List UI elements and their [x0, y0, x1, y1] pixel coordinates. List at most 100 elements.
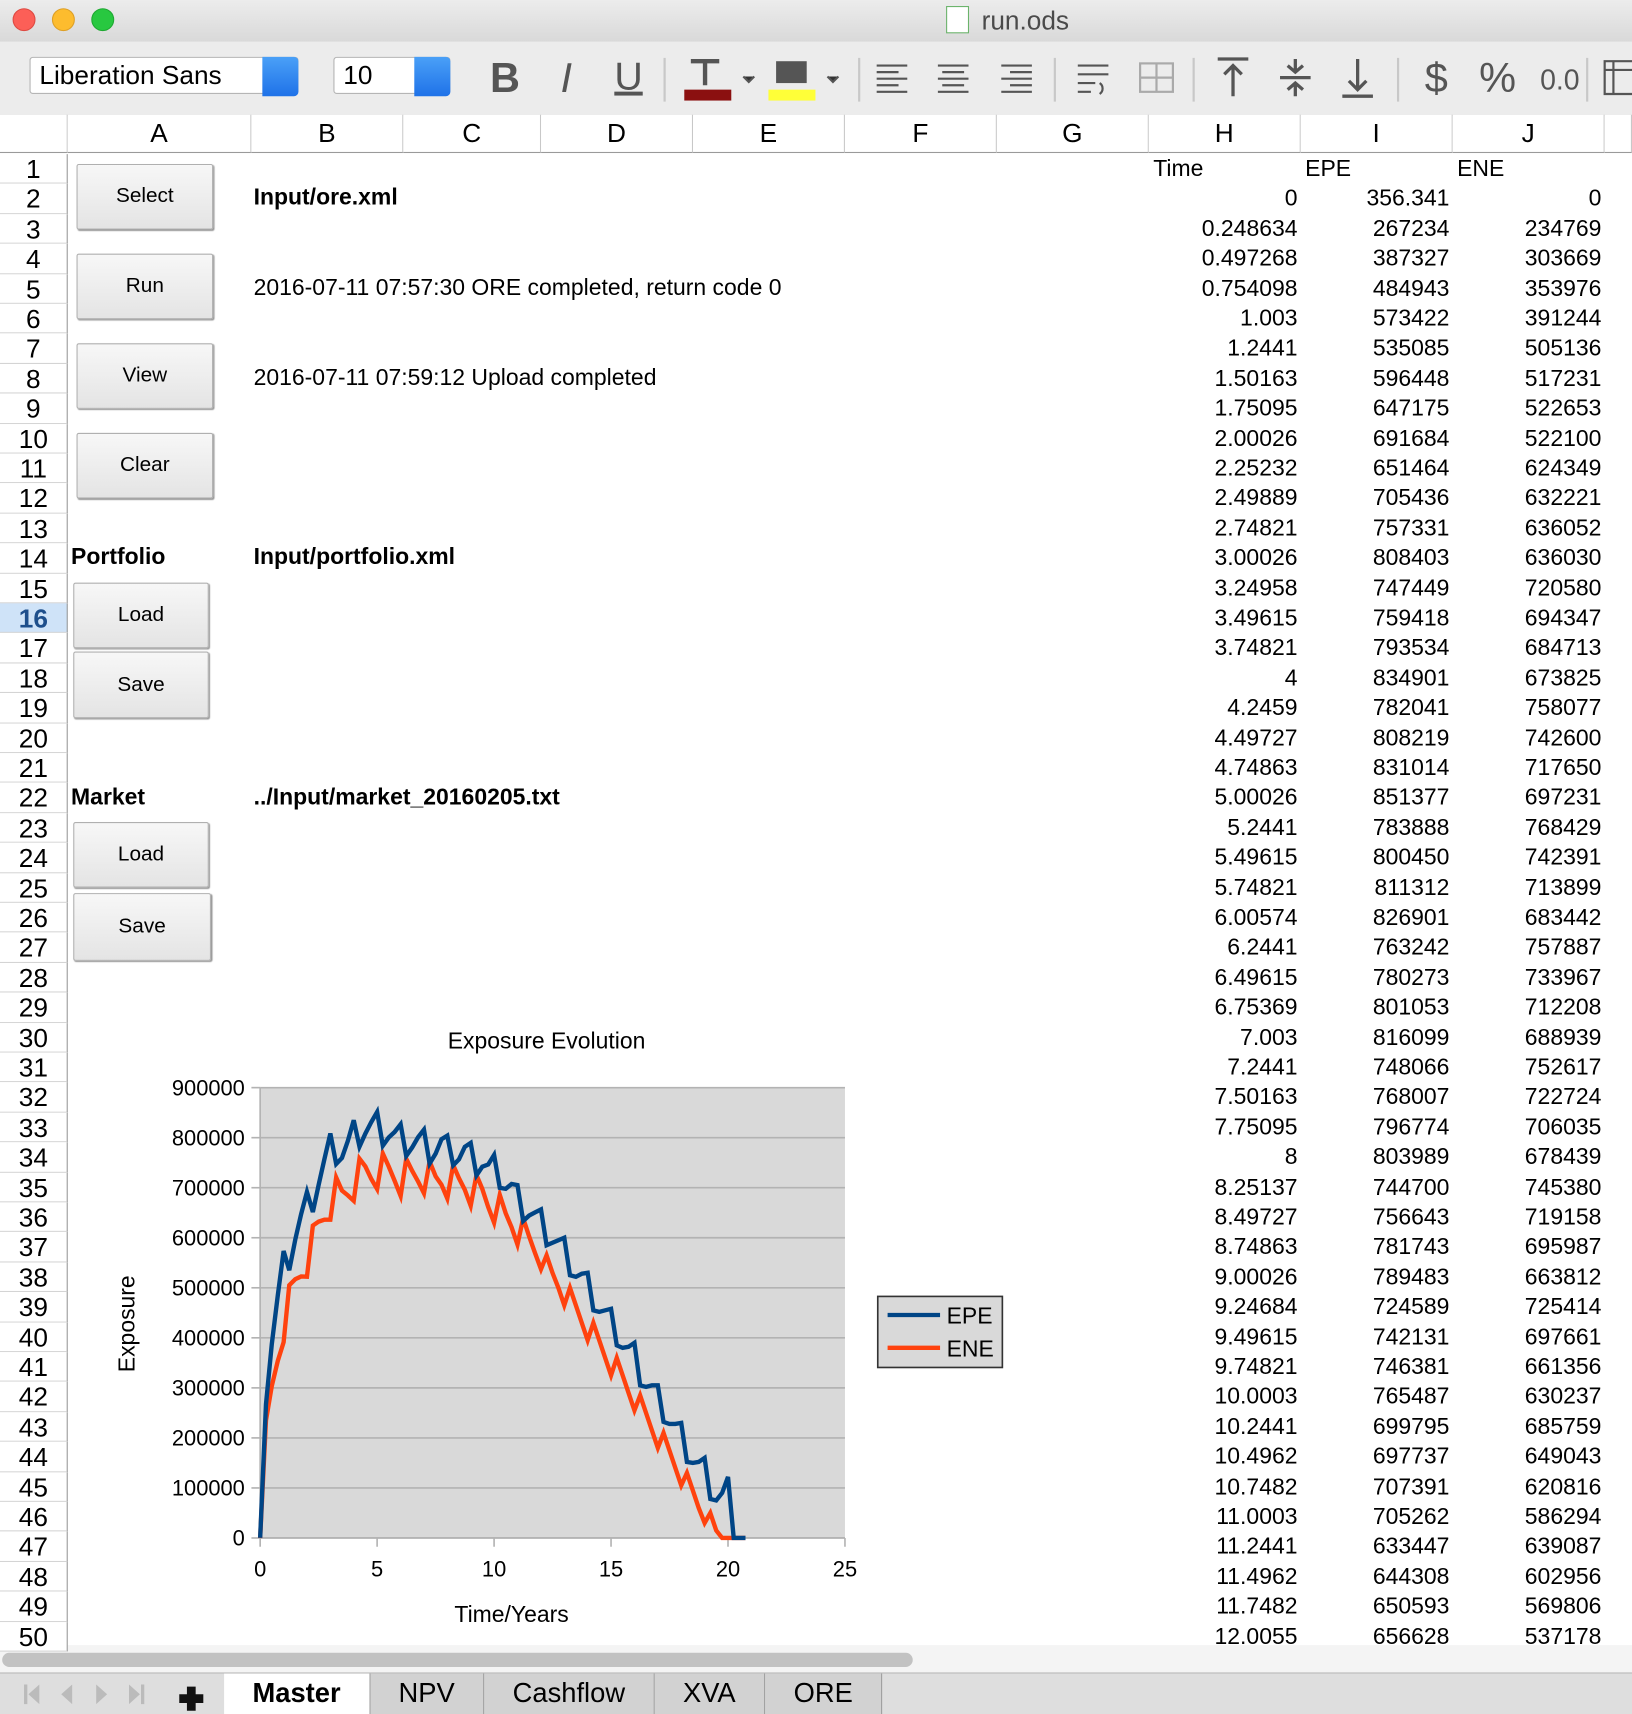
- window-controls: run.ods: [12, 6, 1069, 36]
- sheet-tabs: Master NPV Cashflow XVA ORE: [224, 1673, 883, 1714]
- window-title: run.ods: [982, 6, 1069, 36]
- table-cell: 745380: [1524, 1174, 1602, 1200]
- table-cell: 11.0003: [1216, 1504, 1298, 1530]
- x-tick-label: 15: [599, 1556, 623, 1581]
- row-header: 4: [0, 243, 68, 275]
- table-cell: 697661: [1524, 1324, 1602, 1350]
- nav-arrows[interactable]: [24, 1684, 145, 1705]
- legend-label: ENE: [947, 1336, 994, 1362]
- market-load-button[interactable]: Load: [73, 822, 209, 888]
- y-axis-label: Exposure: [113, 1275, 139, 1372]
- table-cell: 636030: [1524, 545, 1602, 571]
- table-cell: 9.49615: [1214, 1324, 1298, 1350]
- table-cell: 3.49615: [1214, 605, 1298, 631]
- table-cell: 7.50163: [1214, 1084, 1298, 1110]
- dropdown[interactable]: [262, 56, 299, 97]
- table-cell: 1.50163: [1214, 365, 1298, 392]
- table-cell: 733967: [1524, 964, 1602, 991]
- row-header: 44: [0, 1442, 68, 1473]
- table-cell: 0: [1588, 186, 1602, 212]
- run-button[interactable]: Run: [76, 253, 214, 320]
- row-header: 20: [0, 723, 68, 754]
- decimal-icon[interactable]: 0.0: [1540, 65, 1580, 97]
- row-header: 38: [0, 1262, 68, 1293]
- table-cell: 647175: [1372, 395, 1450, 422]
- table-cell: 3.00026: [1214, 545, 1298, 571]
- bold-icon[interactable]: B: [490, 54, 520, 101]
- table-cell: 808219: [1372, 725, 1450, 751]
- horizontal-scrollbar[interactable]: [0, 1645, 1632, 1673]
- icon-strokes: [663, 57, 1632, 102]
- table-cell: 685759: [1524, 1414, 1602, 1440]
- row-header: 29: [0, 992, 68, 1023]
- ore-file: Input/ore.xml: [253, 184, 398, 210]
- minimize-button[interactable]: [51, 8, 75, 32]
- table-cell: 756643: [1372, 1204, 1450, 1230]
- sheet-tab[interactable]: ORE: [765, 1673, 883, 1714]
- table-cell: 712208: [1524, 994, 1602, 1021]
- table-cell: 602956: [1524, 1564, 1602, 1590]
- x-tick-label: 10: [482, 1556, 506, 1581]
- sheet-tab[interactable]: XVA: [654, 1673, 766, 1714]
- column-header: A: [67, 114, 252, 154]
- table-cell: 2.00026: [1214, 425, 1298, 452]
- table-cell: 624349: [1524, 455, 1602, 481]
- scroll-thumb[interactable]: [2, 1652, 913, 1667]
- table-cell: 780273: [1372, 964, 1450, 991]
- y-tick-label: 300000: [172, 1376, 245, 1401]
- table-cell: 596448: [1372, 365, 1450, 392]
- underline-icon[interactable]: U: [614, 55, 642, 99]
- portfolio-save-button[interactable]: Save: [73, 651, 209, 719]
- font-name-box[interactable]: Liberation Sans: [29, 56, 299, 97]
- column-header: D: [541, 114, 694, 154]
- table-cell: 10.7482: [1214, 1474, 1298, 1500]
- dropdown[interactable]: [414, 56, 451, 97]
- row-header: 16: [0, 603, 68, 634]
- currency-icon[interactable]: $: [1425, 54, 1448, 101]
- table-cell: 656628: [1372, 1623, 1450, 1650]
- table-cell: 10.4962: [1214, 1444, 1298, 1470]
- y-tick-label: 200000: [172, 1426, 245, 1451]
- italic-icon[interactable]: I: [560, 54, 572, 101]
- sheet-tab[interactable]: NPV: [370, 1673, 485, 1714]
- sheet-tab[interactable]: Cashflow: [484, 1673, 655, 1714]
- table-cell: 0.754098: [1201, 276, 1298, 302]
- close-button[interactable]: [12, 8, 36, 32]
- table-cell: 2.74821: [1214, 515, 1298, 541]
- add-sheet[interactable]: [179, 1686, 204, 1711]
- clear-button[interactable]: Clear: [76, 432, 214, 499]
- table-header: EPE: [1305, 156, 1352, 182]
- table-cell: 722724: [1524, 1084, 1602, 1110]
- row-header: 30: [0, 1022, 68, 1053]
- view-button[interactable]: View: [76, 343, 214, 409]
- market-save-button[interactable]: Save: [73, 893, 211, 961]
- row-header: 41: [0, 1352, 68, 1383]
- table-cell: 2.25232: [1214, 455, 1298, 481]
- y-tick-label: 500000: [172, 1275, 245, 1300]
- table-cell: 5.00026: [1214, 785, 1298, 811]
- sheet-tab[interactable]: Master: [224, 1673, 371, 1714]
- doc-icon: [946, 6, 970, 34]
- zoom-button[interactable]: [91, 8, 115, 32]
- table-cell: 0.248634: [1201, 216, 1298, 242]
- table-cell: 6.2441: [1227, 935, 1298, 961]
- font-size-box[interactable]: 10: [333, 56, 451, 97]
- table-cell: 781743: [1372, 1234, 1450, 1260]
- portfolio-load-button[interactable]: Load: [73, 582, 209, 649]
- column-header: [1604, 114, 1632, 154]
- table-cell: 8.74863: [1214, 1234, 1298, 1260]
- table-cell: 11.2441: [1216, 1534, 1298, 1560]
- row-header: 15: [0, 573, 68, 604]
- table-cell: 748066: [1372, 1054, 1450, 1080]
- row-header: 35: [0, 1172, 68, 1203]
- table-cell: 752617: [1524, 1054, 1602, 1080]
- y-tick-label: 400000: [172, 1325, 245, 1350]
- tab-navigation: [24, 1684, 204, 1711]
- row-header: 43: [0, 1412, 68, 1443]
- table-cell: 4: [1284, 665, 1298, 691]
- percent-icon[interactable]: %: [1479, 54, 1516, 101]
- select-button[interactable]: Select: [76, 163, 214, 230]
- plot-area: [260, 1087, 845, 1538]
- table-cell: 697737: [1372, 1444, 1450, 1470]
- table-cell: 6.49615: [1214, 964, 1298, 991]
